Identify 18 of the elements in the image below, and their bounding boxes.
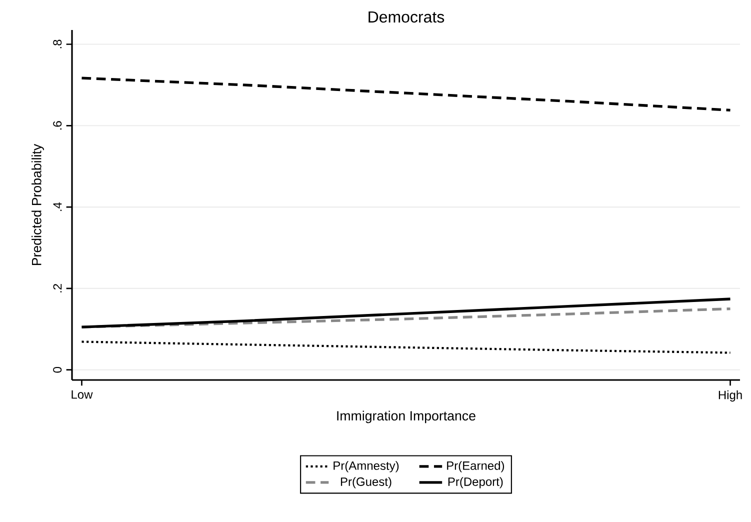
y-tick-label: .2 xyxy=(53,284,62,292)
y-tick-label: .8 xyxy=(53,40,62,48)
line-series xyxy=(80,340,732,354)
x-axis-title: Immigration Importance xyxy=(337,410,476,424)
line-series xyxy=(80,298,732,328)
x-tick-label: Low xyxy=(72,390,93,399)
line-series xyxy=(80,76,732,112)
x-tick-label: High xyxy=(718,390,742,402)
legend-label: Pr(Earned) xyxy=(447,461,504,472)
y-tick-label: .6 xyxy=(53,121,62,130)
y-axis-title: Predicted Probability xyxy=(32,144,44,266)
legend-label: Pr(Deport) xyxy=(448,477,503,488)
chart-title: Democrats xyxy=(368,11,444,23)
y-tick-label: 0 xyxy=(53,366,62,373)
legend-label: Pr(Amnesty) xyxy=(334,461,399,472)
line-series xyxy=(80,307,732,328)
y-tick-label: .4 xyxy=(53,202,62,211)
legend-label: Pr(Guest) xyxy=(340,477,392,488)
